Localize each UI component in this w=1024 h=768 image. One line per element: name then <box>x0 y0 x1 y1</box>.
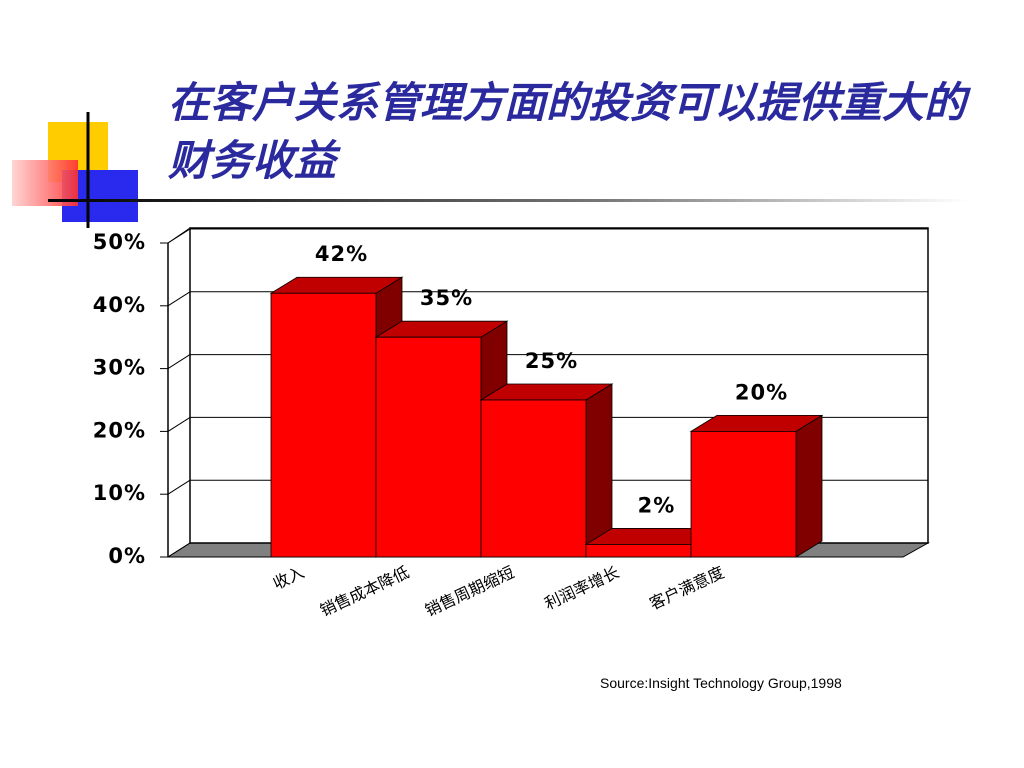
grid-line <box>167 416 191 432</box>
x-tick-label: 销售成本降低 <box>317 562 412 620</box>
logo <box>12 112 968 228</box>
y-tick-label: 0% <box>108 544 146 568</box>
y-tick-label: 20% <box>93 418 146 442</box>
value-label: 42% <box>315 242 368 266</box>
grid-line <box>167 542 191 558</box>
y-tick-label: 50% <box>93 230 146 254</box>
slide-title: 在客户关系管理方面的投资可以提供重大的财务收益 <box>168 78 967 185</box>
y-tick-label: 30% <box>93 356 146 380</box>
value-label: 20% <box>735 380 788 404</box>
x-tick-label: 客户满意度 <box>647 562 728 613</box>
grid-line <box>167 354 191 370</box>
bar <box>690 430 797 558</box>
x-tick-label: 利润率增长 <box>542 562 623 613</box>
grid-line <box>167 228 191 244</box>
grid-line <box>167 291 191 307</box>
y-tick-label: 10% <box>93 481 146 505</box>
bar-side <box>795 414 823 558</box>
bar <box>480 399 587 558</box>
y-tick-label: 40% <box>93 293 146 317</box>
value-label: 2% <box>638 493 676 517</box>
bar <box>585 544 692 558</box>
x-tick-label: 销售周期缩短 <box>422 562 517 620</box>
value-label: 35% <box>420 286 473 310</box>
grid-line <box>167 479 191 495</box>
source-note: Source:Insight Technology Group,1998 <box>600 675 842 691</box>
bar <box>270 292 377 558</box>
bar <box>375 336 482 558</box>
x-tick-label: 收入 <box>270 562 307 593</box>
value-label: 25% <box>525 349 578 373</box>
